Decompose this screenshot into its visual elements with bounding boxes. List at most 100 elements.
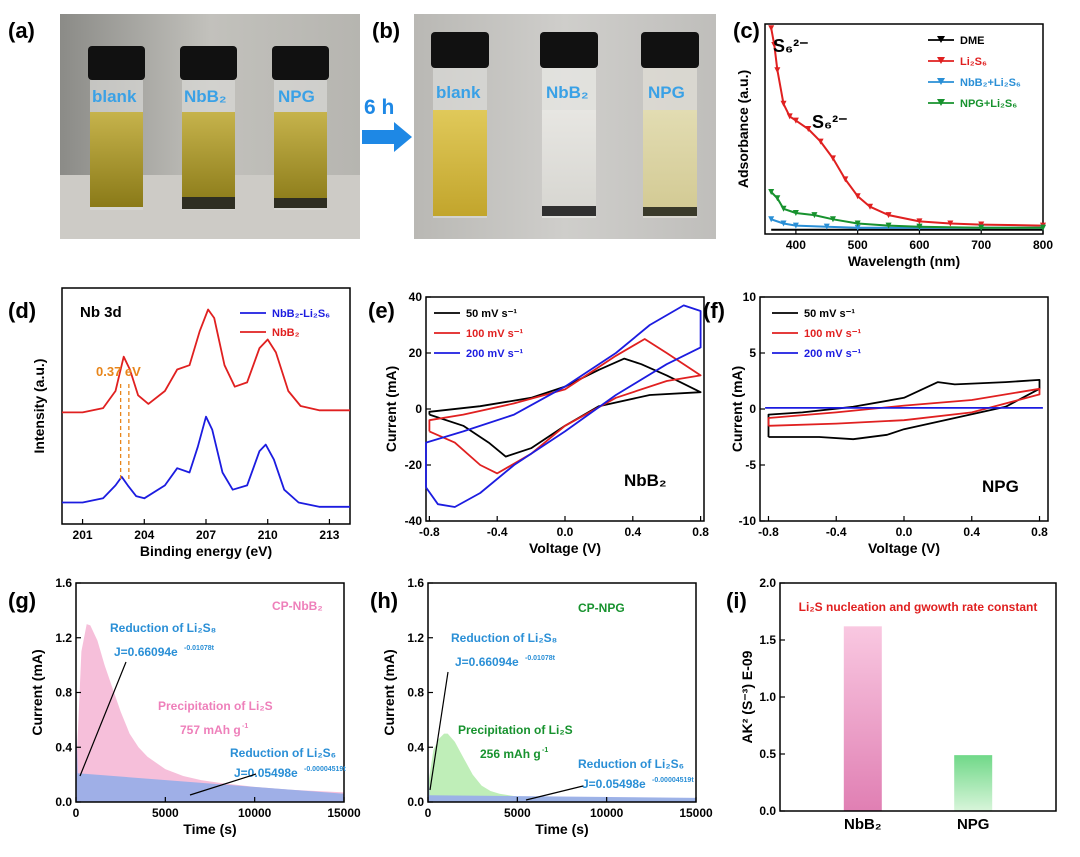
fit-area-g <box>76 713 344 802</box>
y-tick-label-e: -20 <box>405 458 423 472</box>
panel-label-a: (a) <box>8 18 35 43</box>
data-marker-c <box>842 176 849 183</box>
y-tick-label-f: 10 <box>743 290 757 304</box>
annotation-capacity-h: 256 mAh g <box>480 747 541 761</box>
x-tick-label-g: 15000 <box>327 806 361 820</box>
series-line-d-1 <box>62 308 350 414</box>
series-line-e-2 <box>425 304 702 508</box>
legend-label-d: NbB₂-Li₂S₆ <box>272 308 330 320</box>
x-tick-label-c: 600 <box>909 238 929 252</box>
vial-label-b-2: NPG <box>648 83 685 102</box>
x-tick-label-h: 15000 <box>679 806 713 820</box>
vial-label-a-1: NbB₂ <box>184 87 227 106</box>
x-tick-label-h: 0 <box>425 806 432 820</box>
bar-i-1 <box>954 755 993 811</box>
legend-marker-c <box>937 99 945 106</box>
y-tick-label-g: 0.0 <box>55 795 72 809</box>
x-tick-label-f: -0.4 <box>826 525 847 539</box>
x-tick-label-f: 0.8 <box>1031 525 1048 539</box>
panel-label-h: (h) <box>370 588 398 613</box>
legend-label-f: 200 mV s⁻¹ <box>804 348 862 360</box>
data-marker-c <box>885 222 892 229</box>
x-tick-label-g: 5000 <box>152 806 179 820</box>
y-axis-title-e: Current (mA) <box>383 366 399 452</box>
chart-h: 0 5000 10000 15000 0.0 0.4 0.8 1.2 1.6 Time (s) Cu… <box>381 576 713 837</box>
legend-label-e: 200 mV s⁻¹ <box>466 348 524 360</box>
sample-label-f: NPG <box>982 477 1019 496</box>
pointer-arrow-g <box>189 773 257 796</box>
x-tick-label-g: 10000 <box>238 806 272 820</box>
annotation-reduction2-h: Reduction of Li₂S₆ <box>578 757 684 771</box>
chart-title-h: CP-NPG <box>578 601 625 615</box>
shift-annotation-d: 0.37 eV <box>96 364 141 379</box>
plot-frame-i <box>779 582 1057 812</box>
data-marker-c <box>768 25 775 32</box>
vial-a-npg <box>272 46 329 210</box>
vial-a-nbb2 <box>180 46 237 210</box>
annotation-capacity-sup-h: -1 <box>542 747 548 754</box>
annotation-reduction1-g: Reduction of Li₂S₈ <box>110 621 216 635</box>
y-tick-label-i: 1.5 <box>759 633 776 647</box>
series-line-e-0 <box>428 357 702 458</box>
x-tick-label-c: 400 <box>786 238 806 252</box>
vial-a-blank <box>88 46 145 210</box>
x-tick-label-e: 0.8 <box>692 525 709 539</box>
y-tick-label-f: -5 <box>745 458 756 472</box>
data-marker-c <box>978 221 985 228</box>
x-axis-title-g: Time (s) <box>183 821 236 837</box>
sample-label-e: NbB₂ <box>624 471 667 490</box>
data-marker-c <box>817 138 824 145</box>
y-axis-title-c: Adsorbance (a.u.) <box>735 70 751 188</box>
y-axis-title-d: Intensity (a.u.) <box>31 359 47 454</box>
data-marker-c <box>978 224 985 231</box>
fit-area-h <box>428 747 696 802</box>
bar-i-0 <box>843 626 882 811</box>
data-marker-c <box>885 212 892 219</box>
y-tick-label-e: 20 <box>409 346 423 360</box>
vial-label-b-1: NbB₂ <box>546 83 589 102</box>
legend-marker-c <box>937 57 945 64</box>
y-tick-label-i: 2.0 <box>759 576 776 590</box>
x-tick-label-c: 800 <box>1033 238 1053 252</box>
data-marker-c <box>854 224 861 231</box>
y-axis-title-f: Current (mA) <box>729 366 745 452</box>
pointer-arrow-h <box>429 671 449 791</box>
photo-a: blank NbB₂ NPG <box>60 14 360 239</box>
x-tick-label-f: -0.8 <box>758 525 779 539</box>
data-marker-c <box>829 155 836 162</box>
series-line-e-1 <box>428 338 702 475</box>
x-axis-title-f: Voltage (V) <box>868 540 940 556</box>
pointer-arrow-g <box>79 661 127 777</box>
x-tick-label-d: 204 <box>134 528 154 542</box>
y-tick-label-f: 5 <box>749 346 756 360</box>
y-tick-label-h: 0.0 <box>407 795 424 809</box>
panel-label-d: (d) <box>8 298 36 323</box>
data-marker-c <box>823 223 830 230</box>
data-marker-c <box>854 193 861 200</box>
x-tick-label-c: 700 <box>971 238 991 252</box>
panel-label-g: (g) <box>8 588 36 613</box>
x-axis-title-e: Voltage (V) <box>529 540 601 556</box>
y-tick-label-i: 0.5 <box>759 747 776 761</box>
data-marker-c <box>768 216 775 223</box>
annotation-c-1: S₆²⁻ <box>812 112 848 132</box>
vial-label-b-0: blank <box>436 83 481 102</box>
y-tick-label-h: 0.8 <box>407 686 424 700</box>
x-axis-title-h: Time (s) <box>535 821 588 837</box>
data-marker-c <box>768 189 775 195</box>
data-marker-c <box>947 220 954 227</box>
data-marker-c <box>780 205 787 212</box>
x-axis-title-d: Binding energy (eV) <box>140 543 272 559</box>
x-tick-label-f: 0.0 <box>896 525 913 539</box>
series-line-f-0 <box>767 378 1041 441</box>
x-tick-label-d: 201 <box>73 528 93 542</box>
pointer-arrow-h <box>525 785 584 801</box>
data-marker-c <box>1040 224 1046 231</box>
panel-label-b: (b) <box>372 18 400 43</box>
data-marker-c <box>774 67 781 74</box>
annotation-exp2-h: -0.00004519t <box>652 777 694 784</box>
data-marker-c <box>916 223 923 230</box>
vial-label-a-0: blank <box>92 87 137 106</box>
x-tick-label-e: -0.8 <box>419 525 440 539</box>
